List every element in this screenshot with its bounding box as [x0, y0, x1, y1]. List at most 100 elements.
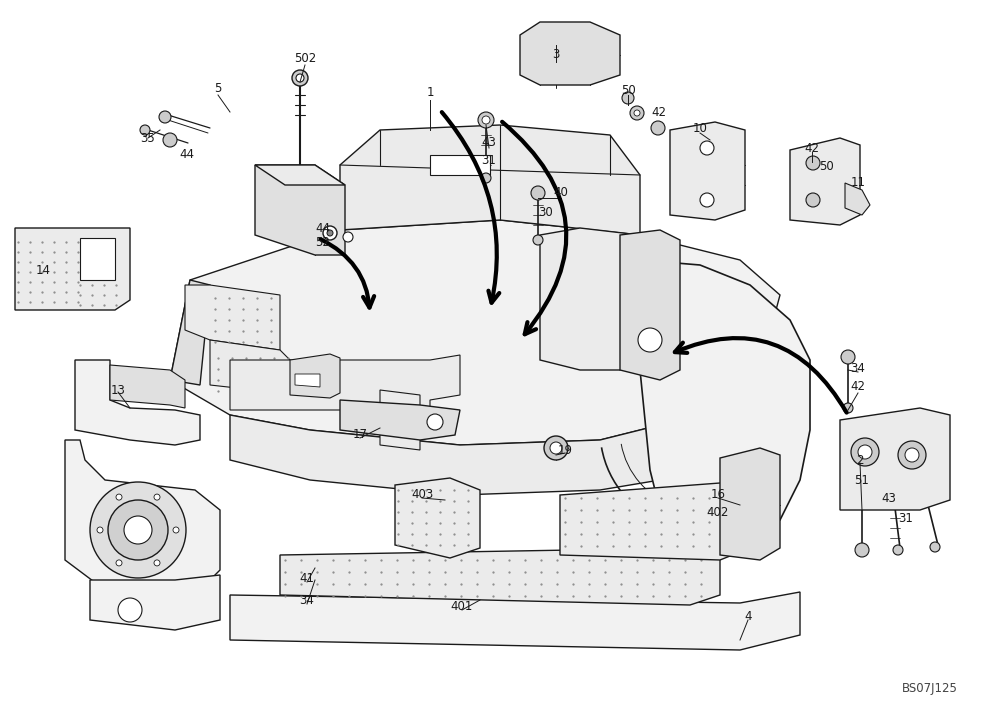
Circle shape	[108, 500, 168, 560]
Polygon shape	[395, 478, 480, 558]
Polygon shape	[620, 230, 680, 380]
Polygon shape	[380, 390, 420, 450]
Text: 402: 402	[707, 506, 729, 520]
Circle shape	[323, 226, 337, 240]
Circle shape	[544, 436, 568, 460]
Polygon shape	[670, 122, 745, 220]
Text: 10: 10	[693, 122, 707, 135]
Polygon shape	[110, 365, 185, 408]
Circle shape	[116, 560, 122, 566]
Circle shape	[638, 328, 662, 352]
Circle shape	[296, 74, 304, 82]
Text: 5: 5	[214, 82, 222, 95]
Circle shape	[858, 445, 872, 459]
Text: 31: 31	[899, 511, 913, 525]
Text: 13: 13	[111, 384, 125, 397]
Polygon shape	[210, 340, 300, 395]
Text: 34: 34	[851, 362, 865, 374]
Text: 35: 35	[141, 132, 155, 145]
Circle shape	[97, 527, 103, 533]
Polygon shape	[170, 280, 210, 385]
Polygon shape	[230, 355, 460, 410]
Circle shape	[427, 414, 443, 430]
Circle shape	[841, 350, 855, 364]
Text: 11: 11	[850, 177, 866, 190]
Polygon shape	[185, 285, 280, 350]
Text: 14: 14	[36, 263, 50, 276]
Circle shape	[898, 441, 926, 469]
Circle shape	[855, 543, 869, 557]
Text: 502: 502	[294, 52, 316, 64]
Polygon shape	[290, 354, 340, 398]
Polygon shape	[170, 220, 780, 445]
Text: 2: 2	[856, 455, 864, 468]
Circle shape	[481, 173, 491, 183]
Circle shape	[124, 516, 152, 544]
Polygon shape	[845, 183, 870, 215]
Circle shape	[118, 598, 142, 622]
Circle shape	[343, 232, 353, 242]
Circle shape	[90, 482, 186, 578]
Circle shape	[159, 111, 171, 123]
Circle shape	[173, 527, 179, 533]
Polygon shape	[520, 22, 620, 85]
Polygon shape	[790, 138, 860, 225]
Text: 43: 43	[882, 493, 896, 505]
Text: 31: 31	[482, 153, 496, 167]
Circle shape	[930, 542, 940, 552]
Polygon shape	[280, 548, 720, 605]
Polygon shape	[230, 370, 760, 495]
Text: 40: 40	[554, 186, 568, 200]
Circle shape	[482, 116, 490, 124]
Circle shape	[533, 235, 543, 245]
Text: 44: 44	[180, 148, 194, 162]
Circle shape	[163, 133, 177, 147]
Text: 34: 34	[300, 594, 314, 606]
Text: BS07J125: BS07J125	[902, 682, 958, 695]
Circle shape	[634, 110, 640, 116]
Circle shape	[905, 448, 919, 462]
Polygon shape	[255, 165, 345, 185]
Text: 17: 17	[352, 428, 368, 442]
Circle shape	[154, 560, 160, 566]
Circle shape	[550, 442, 562, 454]
Polygon shape	[720, 448, 780, 560]
Circle shape	[630, 106, 644, 120]
Text: 30: 30	[539, 205, 553, 218]
Text: 51: 51	[855, 473, 869, 486]
Text: 42: 42	[652, 105, 666, 119]
Polygon shape	[230, 592, 800, 650]
Circle shape	[154, 494, 160, 500]
Polygon shape	[540, 228, 640, 370]
Circle shape	[531, 186, 545, 200]
Polygon shape	[65, 440, 220, 595]
Text: 1: 1	[426, 85, 434, 99]
Polygon shape	[640, 260, 810, 560]
Circle shape	[622, 92, 634, 104]
Text: 50: 50	[621, 84, 635, 97]
Text: 4: 4	[744, 611, 752, 624]
Polygon shape	[340, 125, 640, 235]
Text: 42: 42	[804, 142, 820, 155]
Polygon shape	[560, 483, 750, 560]
Text: 50: 50	[819, 160, 833, 173]
Circle shape	[700, 141, 714, 155]
Text: 44: 44	[316, 221, 330, 235]
Polygon shape	[295, 374, 320, 387]
Polygon shape	[90, 575, 220, 630]
Circle shape	[806, 193, 820, 207]
Polygon shape	[340, 400, 460, 440]
Circle shape	[843, 403, 853, 413]
Circle shape	[116, 494, 122, 500]
Circle shape	[700, 193, 714, 207]
Circle shape	[478, 112, 494, 128]
Circle shape	[893, 545, 903, 555]
Circle shape	[327, 230, 333, 236]
Text: 19: 19	[558, 443, 572, 457]
Circle shape	[806, 156, 820, 170]
Text: 43: 43	[482, 135, 496, 148]
Text: 52: 52	[316, 236, 330, 249]
Circle shape	[292, 70, 308, 86]
Circle shape	[851, 438, 879, 466]
Polygon shape	[15, 228, 130, 310]
